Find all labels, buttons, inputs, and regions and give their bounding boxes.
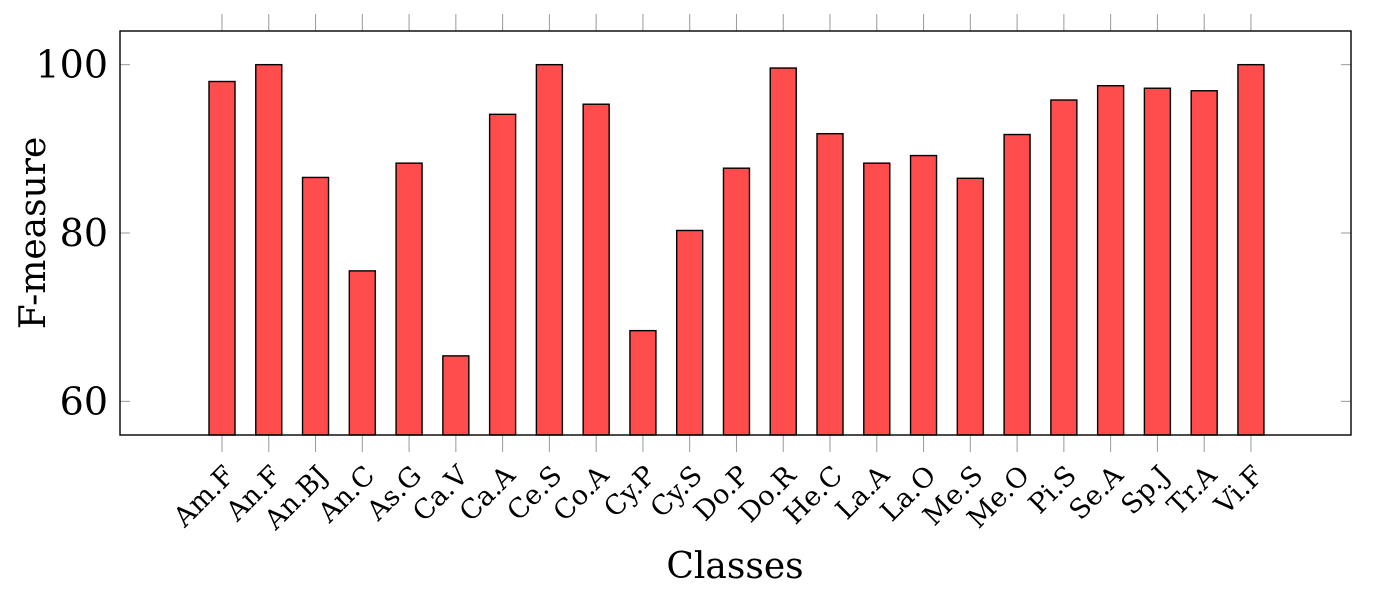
tick-marks bbox=[120, 14, 1351, 452]
bar-an-bj bbox=[301, 176, 330, 436]
bar-me-o bbox=[1003, 133, 1031, 436]
bar-ca-a bbox=[488, 113, 517, 436]
x-tick-label: Cy.P bbox=[598, 460, 662, 524]
bar-la-a bbox=[863, 162, 891, 436]
bar-vi-f bbox=[1237, 63, 1265, 436]
bar-cy-p bbox=[629, 329, 657, 436]
x-tick-label: Sp.J bbox=[1115, 460, 1176, 521]
bar-an-f bbox=[255, 63, 283, 436]
y-tick-labels: 60 80 100 bbox=[35, 43, 108, 424]
bar-as-g bbox=[395, 162, 423, 436]
bar-se-a bbox=[1096, 85, 1125, 436]
bar-co-a bbox=[582, 103, 610, 436]
x-tick-label: Tr.A bbox=[1162, 460, 1224, 522]
bar-ca-v bbox=[442, 355, 470, 436]
bar-pi-s bbox=[1050, 99, 1078, 436]
x-axis-title: Classes bbox=[666, 546, 803, 587]
x-tick-label: Vi.F bbox=[1208, 460, 1270, 522]
bar-do-r bbox=[769, 67, 797, 436]
y-tick-label: 60 bbox=[60, 379, 108, 423]
y-axis-title: F-measure bbox=[13, 137, 54, 330]
y-tick-label: 80 bbox=[60, 211, 108, 255]
plot-frame bbox=[119, 30, 1352, 436]
bar-me-s bbox=[956, 177, 985, 436]
bar-am-f bbox=[208, 80, 236, 436]
bar-la-o bbox=[909, 154, 938, 436]
bar-an-c bbox=[348, 270, 377, 436]
bar-he-c bbox=[816, 132, 844, 436]
bar-do-p bbox=[722, 167, 751, 436]
y-tick-label: 100 bbox=[35, 43, 108, 87]
x-tick-labels: Am.FAn.FAn.BJAn.CAs.GCa.VCa.ACe.SCo.ACy.… bbox=[167, 460, 1270, 537]
x-tick-label: Se.A bbox=[1063, 460, 1130, 527]
bar-sp-j bbox=[1143, 87, 1172, 436]
bars bbox=[208, 63, 1265, 436]
bar-tr-a bbox=[1190, 90, 1218, 436]
bar-ce-s bbox=[535, 63, 564, 436]
bar-cy-s bbox=[676, 229, 704, 436]
